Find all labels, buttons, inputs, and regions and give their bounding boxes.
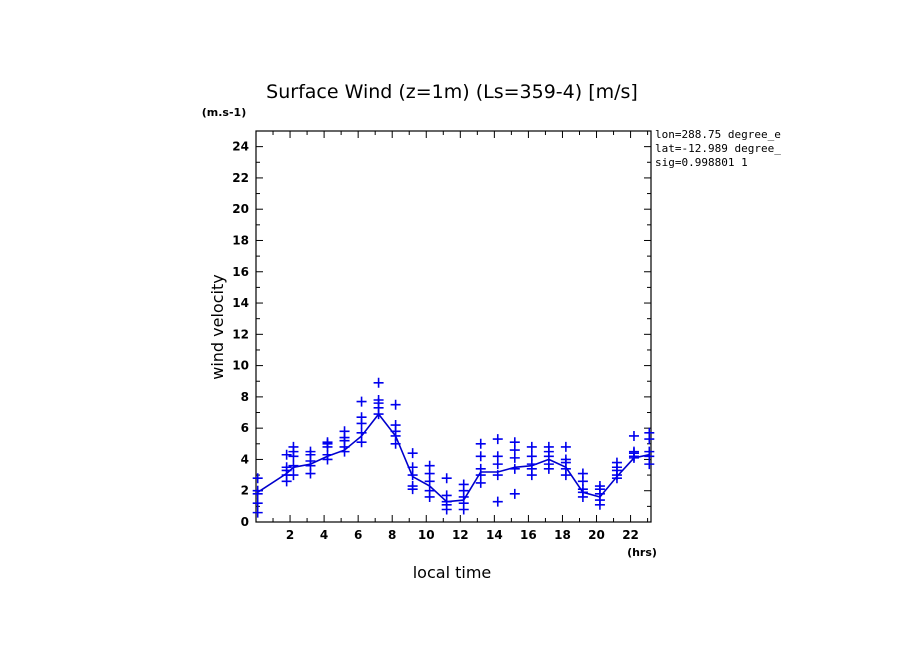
y-axis-label: wind velocity — [208, 274, 227, 379]
sample-point — [407, 448, 418, 459]
sample-point — [594, 481, 605, 492]
y-tick-label: 6 — [241, 421, 249, 435]
series-line-mean — [257, 412, 650, 503]
y-tick-label: 0 — [241, 515, 249, 529]
y-tick-label: 14 — [232, 296, 249, 310]
sample-point — [492, 496, 503, 507]
sample-point — [288, 441, 299, 452]
x-tick-label: 10 — [418, 528, 435, 542]
x-unit-label: (hrs) — [627, 546, 657, 559]
annotation-lat: lat=-12.989 degree_ — [655, 142, 781, 155]
annotation-lon: lon=288.75 degree_e — [655, 128, 781, 141]
y-unit-label: (m.s-1) — [202, 106, 246, 119]
y-tick-label: 16 — [232, 265, 249, 279]
x-tick-label: 8 — [388, 528, 396, 542]
y-tick-label: 4 — [241, 452, 249, 466]
sample-point — [458, 479, 469, 490]
plot-frame — [255, 130, 652, 523]
sample-point — [577, 468, 588, 479]
sample-point — [281, 462, 292, 473]
sample-point — [475, 438, 486, 449]
sample-point — [628, 430, 639, 441]
x-tick-label: 14 — [486, 528, 503, 542]
sample-point — [492, 470, 503, 481]
sample-point — [252, 498, 263, 509]
x-tick-label: 4 — [320, 528, 328, 542]
sample-point — [373, 377, 384, 388]
sample-point — [543, 441, 554, 452]
sample-point — [252, 507, 263, 518]
sample-point — [475, 451, 486, 462]
sample-point — [509, 437, 520, 448]
sample-point — [526, 451, 537, 462]
sample-point — [390, 420, 401, 431]
sample-point — [509, 463, 520, 474]
data-layer — [252, 377, 655, 518]
sample-point — [441, 473, 452, 484]
sample-point — [560, 454, 571, 465]
x-tick-label: 16 — [520, 528, 537, 542]
x-tick-label: 20 — [588, 528, 605, 542]
sample-point — [407, 462, 418, 473]
y-tick-label: 8 — [241, 390, 249, 404]
sample-point — [407, 481, 418, 492]
sample-point — [628, 446, 639, 457]
sample-point — [560, 441, 571, 452]
annotation-block: lon=288.75 degree_e lat=-12.989 degree_ … — [655, 128, 781, 169]
x-tick-label: 2 — [286, 528, 294, 542]
y-tick-label: 18 — [232, 233, 249, 247]
sample-point — [356, 396, 367, 407]
chart-title: Surface Wind (z=1m) (Ls=359-4) [m/s] — [266, 81, 638, 103]
x-tick-label: 22 — [622, 528, 639, 542]
x-axis-label: local time — [413, 563, 492, 582]
y-tick-label: 2 — [241, 484, 249, 498]
sample-point — [424, 460, 435, 471]
sample-point — [356, 412, 367, 423]
sample-point — [611, 457, 622, 468]
sample-point — [252, 485, 263, 496]
y-tick-label: 10 — [232, 359, 249, 373]
sample-point — [252, 473, 263, 484]
x-tick-label: 12 — [452, 528, 469, 542]
sample-point — [644, 427, 655, 438]
y-tick-label: 12 — [232, 327, 249, 341]
annotation-clip-mask — [781, 126, 904, 172]
sample-point — [339, 426, 350, 437]
sample-point — [288, 470, 299, 481]
sample-point — [492, 451, 503, 462]
x-tick-label: 6 — [354, 528, 362, 542]
sample-point — [288, 460, 299, 471]
sample-point — [441, 490, 452, 501]
sample-point — [356, 427, 367, 438]
y-tick-label: 24 — [232, 140, 249, 154]
sample-point — [356, 437, 367, 448]
sample-point — [373, 395, 384, 406]
x-tick-label: 18 — [554, 528, 571, 542]
y-tick-label: 22 — [232, 171, 249, 185]
y-tick-label: 20 — [232, 202, 249, 216]
sample-point — [509, 488, 520, 499]
sample-point — [390, 399, 401, 410]
sample-point — [475, 463, 486, 474]
plot-area — [255, 130, 652, 523]
sample-point — [305, 446, 316, 457]
sample-point — [322, 437, 333, 448]
sample-point — [281, 449, 292, 460]
sample-point — [492, 434, 503, 445]
sample-point — [526, 441, 537, 452]
sample-point — [644, 446, 655, 457]
sample-point — [424, 485, 435, 496]
annotation-sig: sig=0.998801 1 — [655, 156, 748, 169]
